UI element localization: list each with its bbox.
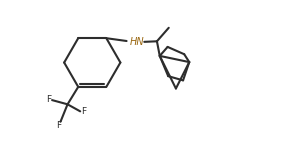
Text: F: F (46, 95, 51, 104)
Text: F: F (81, 107, 86, 116)
Text: HN: HN (130, 37, 145, 47)
Text: F: F (56, 121, 62, 130)
